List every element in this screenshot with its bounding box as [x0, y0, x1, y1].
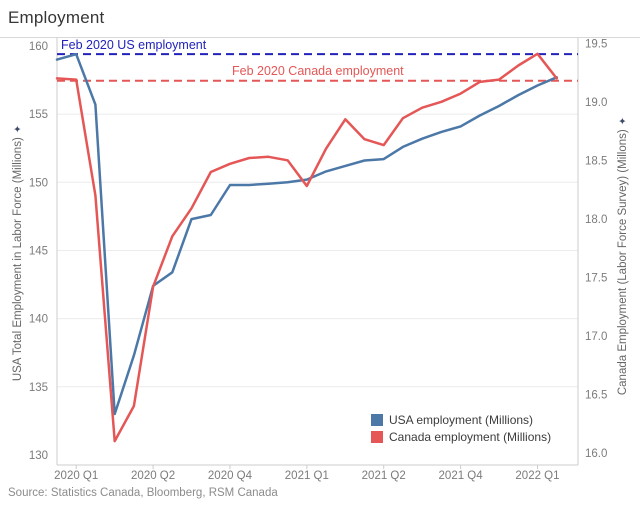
series-line	[55, 52, 558, 416]
series-line	[55, 52, 558, 443]
x-axis-tick-label: 2021 Q1	[285, 470, 329, 482]
legend-item-canada: Canada employment (Millions)	[371, 428, 551, 445]
chart-title: Employment	[8, 8, 105, 27]
canada-legend-label: Canada employment (Millions)	[389, 429, 552, 444]
y-axis-tick-label-right: 19.0	[585, 97, 607, 109]
y-axis-tick-label-left: 160	[29, 41, 48, 53]
usa-legend-label: USA employment (Millions)	[389, 412, 534, 427]
canada-reference-label: Feb 2020 Canada employment	[232, 64, 404, 78]
axis-sparkle-icon: ✦	[13, 124, 24, 134]
us-reference-label: Feb 2020 US employment	[61, 38, 207, 52]
x-axis-tick-label: 2021 Q4	[439, 470, 484, 482]
y-axis-tick-label-right: 16.5	[585, 389, 607, 401]
source-note: Source: Statistics Canada, Bloomberg, RS…	[8, 487, 278, 499]
y-axis-tick-label-left: 135	[29, 382, 48, 394]
y-axis-tick-label-left: 155	[29, 109, 48, 121]
y-axis-title-right-text: Canada Employment (Labor Force Survey) (…	[617, 129, 629, 396]
canada-legend-swatch	[371, 430, 383, 443]
x-axis-tick-label: 2020 Q2	[131, 470, 175, 482]
y-axis-tick-label-right: 18.5	[585, 155, 607, 167]
y-axis-tick-label-left: 150	[29, 177, 48, 189]
y-axis-tick-label-left: 130	[29, 450, 48, 462]
y-axis-tick-label-right: 19.5	[585, 38, 607, 50]
y-axis-tick-label-right: 18.0	[585, 214, 607, 226]
y-axis-tick-label-right: 17.0	[585, 331, 607, 343]
y-axis-title-left: USA Total Employment in Labor Force (Mil…	[12, 125, 24, 381]
x-axis-tick-label: 2020 Q1	[54, 470, 98, 482]
chart-legend: USA employment (Millions) Canada employm…	[371, 411, 551, 445]
legend-item-usa: USA employment (Millions)	[371, 411, 551, 428]
x-axis-tick-label: 2021 Q2	[362, 470, 406, 482]
x-axis-tick-label: 2020 Q4	[208, 470, 253, 482]
y-axis-tick-label-right: 17.5	[585, 272, 607, 284]
usa-legend-swatch	[371, 413, 383, 426]
axis-sparkle-icon: ✦	[618, 116, 629, 126]
y-axis-tick-label-left: 145	[29, 245, 48, 257]
y-axis-tick-label-left: 140	[29, 314, 48, 326]
x-axis-tick-label: 2022 Q1	[515, 470, 559, 482]
y-axis-tick-label-right: 16.0	[585, 448, 607, 460]
y-axis-title-right: Canada Employment (Labor Force Survey) (…	[617, 117, 629, 395]
title-divider	[0, 37, 640, 38]
y-axis-title-left-text: USA Total Employment in Labor Force (Mil…	[12, 137, 24, 382]
